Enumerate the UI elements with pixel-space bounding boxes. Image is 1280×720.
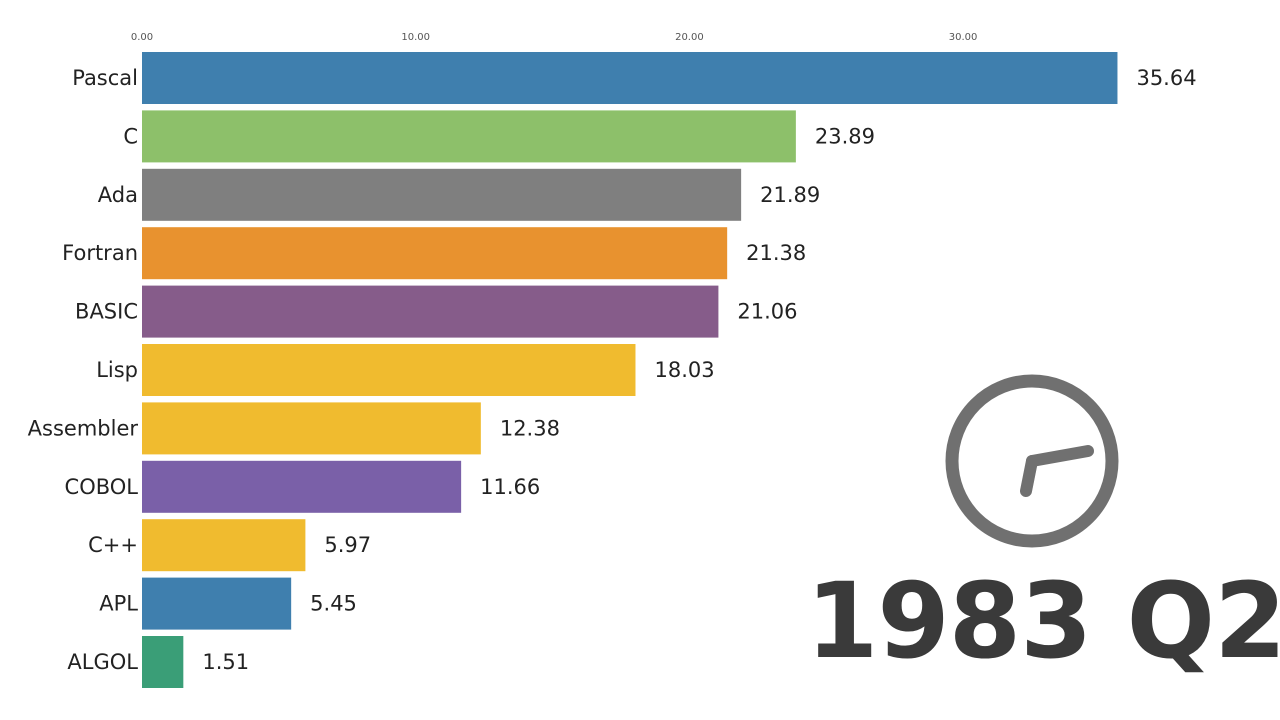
value-label: 5.97 bbox=[324, 533, 371, 557]
value-label: 18.03 bbox=[654, 358, 714, 382]
category-label: Assembler bbox=[28, 416, 139, 440]
bar-assembler bbox=[142, 402, 481, 455]
bar-fortran bbox=[142, 227, 728, 280]
category-label: C bbox=[123, 124, 138, 148]
clock-face bbox=[945, 374, 1119, 548]
bar-ada bbox=[142, 168, 742, 221]
bars-group bbox=[142, 52, 1118, 688]
category-label: ALGOL bbox=[67, 650, 138, 674]
bar-pascal bbox=[142, 52, 1118, 104]
clock-minute-hand bbox=[1026, 445, 1094, 467]
bar-apl bbox=[142, 577, 292, 630]
x-tick-label: 20.00 bbox=[675, 32, 704, 43]
value-label: 21.89 bbox=[760, 183, 820, 207]
value-label: 1.51 bbox=[202, 650, 249, 674]
category-label: C++ bbox=[88, 533, 138, 557]
value-label: 35.64 bbox=[1136, 66, 1196, 90]
clock-icon bbox=[945, 374, 1119, 548]
value-labels: 35.64 23.89 21.89 21.38 21.06 18.03 12.38 11.66… bbox=[202, 66, 1196, 674]
bar-basic bbox=[142, 285, 719, 338]
value-label: 11.66 bbox=[480, 475, 540, 499]
bar-lisp bbox=[142, 344, 636, 396]
category-label: APL bbox=[99, 592, 138, 616]
value-label: 21.06 bbox=[737, 300, 797, 324]
category-label: Fortran bbox=[62, 241, 138, 265]
category-label: Ada bbox=[98, 183, 138, 207]
category-labels: Pascal C Ada Fortran BASIC Lisp Assembler COBOL… bbox=[28, 66, 139, 674]
category-label: Lisp bbox=[96, 358, 138, 382]
period-label: 1983 Q2 bbox=[806, 560, 1280, 682]
x-tick-label: 10.00 bbox=[401, 32, 430, 43]
bar-algol bbox=[142, 636, 184, 688]
value-label: 5.45 bbox=[310, 592, 357, 616]
category-label: Pascal bbox=[72, 66, 138, 90]
value-label: 21.38 bbox=[746, 241, 806, 265]
category-label: COBOL bbox=[65, 475, 139, 499]
value-label: 12.38 bbox=[500, 416, 560, 440]
bar-cobol bbox=[142, 460, 462, 513]
category-label: BASIC bbox=[75, 300, 138, 324]
x-axis-ticks: 0.00 10.00 20.00 30.00 bbox=[131, 32, 978, 43]
x-tick-label: 30.00 bbox=[949, 32, 978, 43]
bar-c- bbox=[142, 519, 306, 572]
value-label: 23.89 bbox=[815, 124, 875, 148]
bar-c bbox=[142, 110, 796, 163]
x-tick-label: 0.00 bbox=[131, 32, 153, 43]
